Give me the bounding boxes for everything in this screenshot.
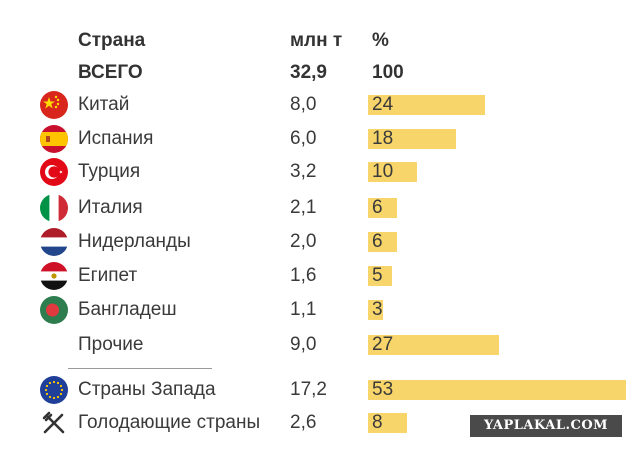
country-value: 6,0 [290, 128, 317, 149]
pct-bar [368, 300, 383, 320]
pct-label: 6 [372, 231, 383, 252]
header-value: млн т [290, 30, 343, 51]
row-turkey: Турция 3,2 10 [0, 156, 640, 190]
country-name: Прочие [78, 334, 144, 355]
separator-line [68, 368, 212, 369]
pct-label: 24 [372, 94, 394, 115]
country-name: Турция [78, 161, 141, 182]
row-netherlands: Нидерланды 2,0 6 [0, 226, 640, 260]
pct-bar [368, 129, 456, 149]
row-egypt: Египет 1,6 5 [0, 260, 640, 294]
country-name: Нидерланды [78, 231, 191, 252]
pct-label: 53 [372, 379, 394, 400]
pct-bar [368, 232, 397, 252]
pct-label: 27 [372, 334, 394, 355]
country-value: 2,6 [290, 412, 317, 433]
row-hungry-countries: Голодающие страны 2,6 8 [0, 407, 640, 441]
row-bangladesh: Бангладеш 1,1 3 [0, 294, 640, 328]
country-name: Италия [78, 197, 143, 218]
pct-bar [368, 198, 397, 218]
pct-bar [368, 380, 626, 400]
total-pct: 100 [372, 62, 404, 83]
total-value: 32,9 [290, 62, 327, 83]
country-value: 2,1 [290, 197, 317, 218]
china-flag-icon [40, 91, 68, 119]
country-name: Бангладеш [78, 299, 177, 320]
country-name: Испания [78, 128, 154, 149]
country-value: 9,0 [290, 334, 317, 355]
pct-bar [368, 335, 499, 355]
country-name: Голодающие страны [78, 412, 261, 433]
row-western-countries: Страны Запада 17,2 53 [0, 374, 640, 408]
bangladesh-flag-icon [40, 296, 68, 324]
pct-bar [368, 162, 417, 182]
header-country: Страна [78, 30, 146, 51]
country-name: Страны Запада [78, 379, 216, 400]
header-pct: % [372, 30, 389, 51]
country-value: 8,0 [290, 94, 317, 115]
country-name: Египет [78, 265, 138, 286]
pct-label: 5 [372, 265, 383, 286]
netherlands-flag-icon [40, 228, 68, 256]
row-china: Китай 8,0 24 [0, 89, 640, 123]
country-name: Китай [78, 94, 130, 115]
italy-flag-icon [40, 194, 68, 222]
turkey-flag-icon [40, 158, 68, 186]
country-value: 1,6 [290, 265, 317, 286]
total-label: ВСЕГО [78, 62, 143, 83]
country-value: 1,1 [290, 299, 317, 320]
country-value: 17,2 [290, 379, 327, 400]
pct-label: 10 [372, 161, 394, 182]
watermark: YAPLAKAL.COM [470, 415, 622, 437]
pct-bar [368, 413, 407, 433]
pct-bar [368, 95, 485, 115]
row-spain: Испания 6,0 18 [0, 123, 640, 157]
country-value: 3,2 [290, 161, 317, 182]
egypt-flag-icon [40, 262, 68, 290]
pct-label: 3 [372, 299, 383, 320]
fork-knife-icon [40, 409, 68, 437]
country-value: 2,0 [290, 231, 317, 252]
spain-flag-icon [40, 125, 68, 153]
pct-label: 18 [372, 128, 394, 149]
row-italy: Италия 2,1 6 [0, 192, 640, 226]
eu-flag-icon [40, 376, 68, 404]
row-other: Прочие 9,0 27 [0, 329, 640, 363]
pct-label: 6 [372, 197, 383, 218]
pct-label: 8 [372, 412, 383, 433]
pct-bar [368, 266, 392, 286]
